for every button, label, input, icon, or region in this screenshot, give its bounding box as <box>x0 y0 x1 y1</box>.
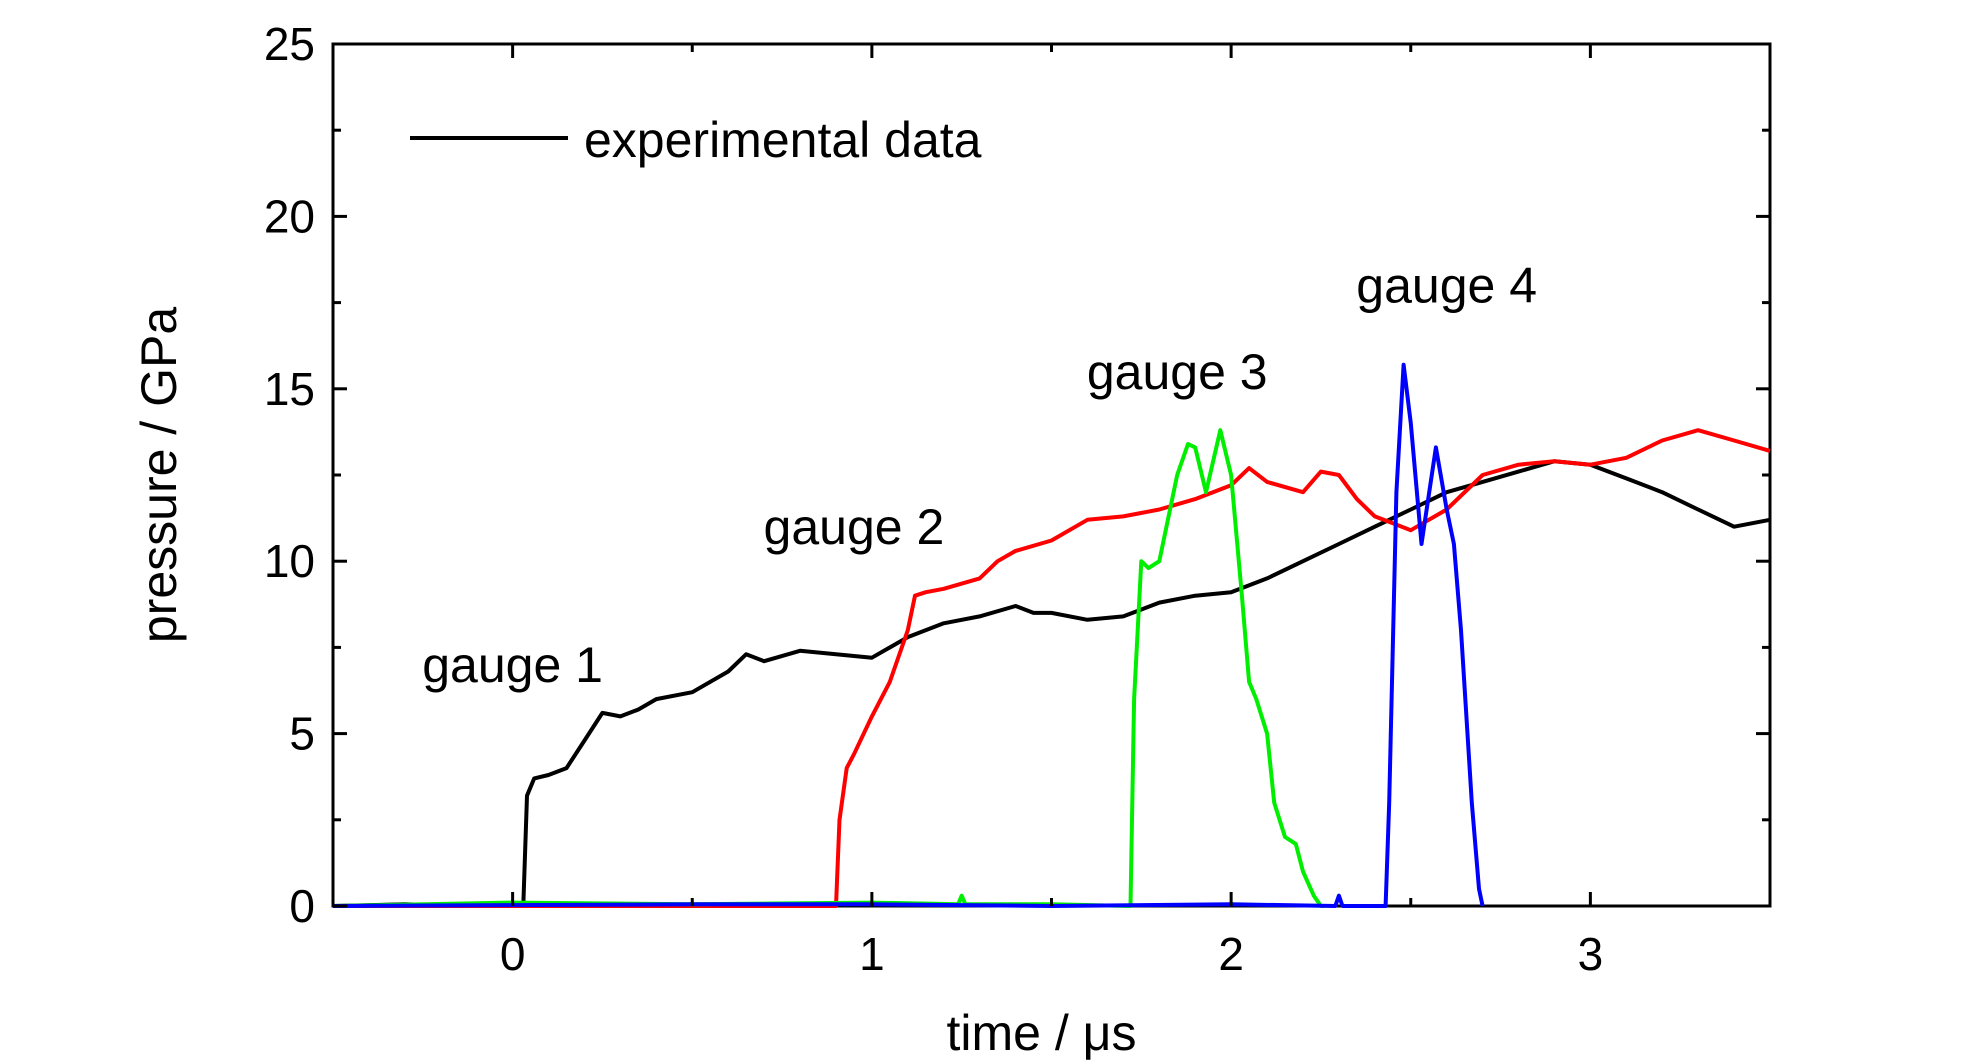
y-tick-label: 15 <box>264 363 315 415</box>
gauge-1-label: gauge 1 <box>422 637 603 693</box>
y-tick-label: 25 <box>264 18 315 70</box>
legend-label: experimental data <box>584 112 982 168</box>
x-tick-label: 2 <box>1218 928 1244 980</box>
series-line-3 <box>332 428 1325 908</box>
y-tick-label: 20 <box>264 190 315 242</box>
x-tick-label: 1 <box>859 928 885 980</box>
series-line-1 <box>332 459 1771 908</box>
y-tick-label: 10 <box>264 535 315 587</box>
labels-layer: 0 1 2 3 0 5 10 15 20 25 gauge 1 gauge 2 gauge 3 gauge… <box>264 18 1603 980</box>
x-axis-title: time / μs <box>947 1005 1137 1061</box>
series-line-4 <box>332 362 1485 908</box>
x-tick-label: 0 <box>500 928 526 980</box>
gauge-3-label: gauge 3 <box>1087 344 1268 400</box>
y-tick-label: 0 <box>289 880 315 932</box>
gauge-4-label: gauge 4 <box>1356 258 1537 314</box>
legend: experimental data <box>410 112 982 168</box>
series-line-2 <box>333 428 1771 908</box>
y-tick-label: 5 <box>289 708 315 760</box>
ticks-layer <box>331 42 1772 908</box>
y-axis-title: pressure / GPa <box>131 307 187 643</box>
gauge-2-label: gauge 2 <box>764 499 945 555</box>
x-tick-label: 3 <box>1578 928 1604 980</box>
series-layer <box>332 362 1771 908</box>
